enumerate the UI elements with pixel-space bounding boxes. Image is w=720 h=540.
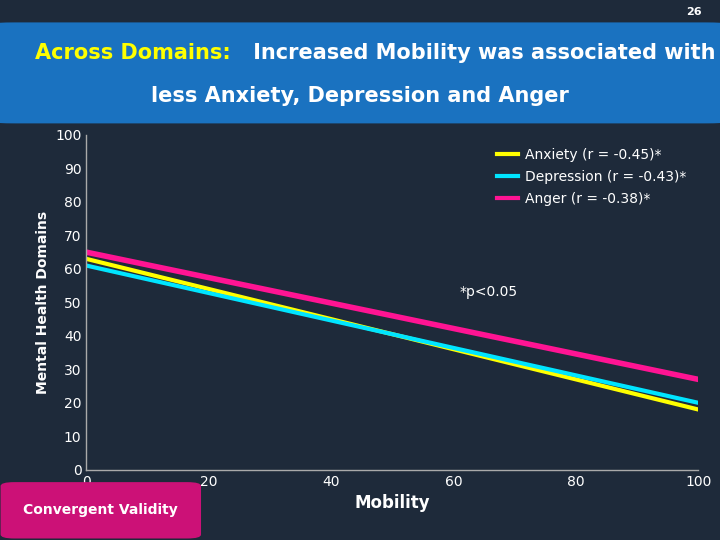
FancyBboxPatch shape [0,22,720,123]
Text: Convergent Validity: Convergent Validity [24,503,178,517]
Text: Increased Mobility was associated with: Increased Mobility was associated with [246,43,716,63]
FancyBboxPatch shape [1,482,201,538]
Text: less Anxiety, Depression and Anger: less Anxiety, Depression and Anger [151,86,569,106]
Text: 26: 26 [686,7,702,17]
X-axis label: Mobility: Mobility [354,494,431,512]
Text: Across Domains:: Across Domains: [35,43,231,63]
Y-axis label: Mental Health Domains: Mental Health Domains [35,211,50,394]
Legend: Anxiety (r = -0.45)*, Depression (r = -0.43)*, Anger (r = -0.38)*: Anxiety (r = -0.45)*, Depression (r = -0… [491,142,691,212]
Text: *p<0.05: *p<0.05 [459,285,518,299]
